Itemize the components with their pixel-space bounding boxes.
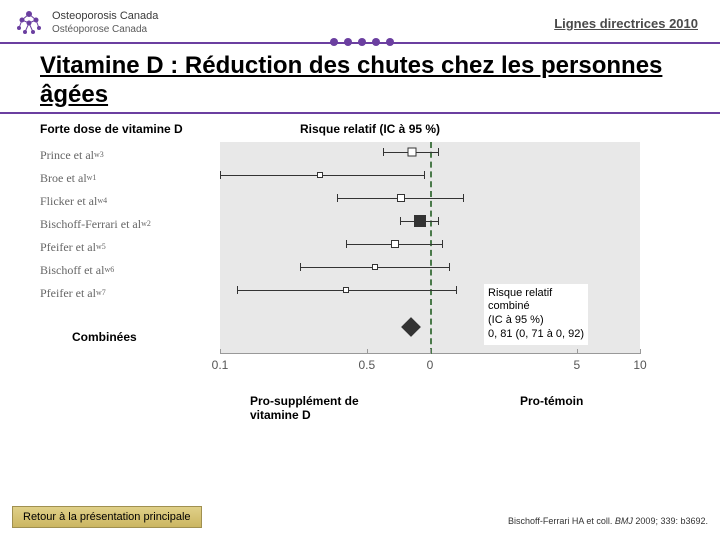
study-label: Bischoff-Ferrari et alw2 — [40, 213, 151, 236]
logo-text: Osteoporosis Canada Ostéoporose Canada — [52, 10, 158, 35]
favours-control-label: Pro-témoin — [520, 394, 583, 422]
back-button[interactable]: Retour à la présentation principale — [12, 506, 202, 528]
page-title: Vitamine D : Réduction des chutes chez l… — [0, 46, 720, 110]
study-label: Pfeifer et alw5 — [40, 236, 151, 259]
column-header-rr: Risque relatif (IC à 95 %) — [300, 122, 440, 136]
pooled-label: Combinées — [72, 330, 137, 344]
study-label: Pfeifer et alw7 — [40, 282, 151, 305]
study-label: Bischoff et alw6 — [40, 259, 151, 282]
guidelines-label: Lignes directrices 2010 — [554, 16, 698, 31]
favours-supplement-label: Pro-supplément de vitamine D — [250, 394, 390, 422]
citation: Bischoff-Ferrari HA et coll. BMJ 2009; 3… — [508, 516, 708, 526]
study-label: Broe et alw1 — [40, 167, 151, 190]
logo-icon — [12, 6, 46, 40]
study-label: Flicker et alw4 — [40, 190, 151, 213]
column-header-dose: Forte dose de vitamine D — [40, 122, 220, 136]
study-label: Prince et alw3 — [40, 144, 151, 167]
summary-box: Risque relatif combiné (IC à 95 %) 0, 81… — [484, 284, 588, 345]
forest-plot: Prince et alw3Broe et alw1Flicker et alw… — [40, 142, 680, 382]
